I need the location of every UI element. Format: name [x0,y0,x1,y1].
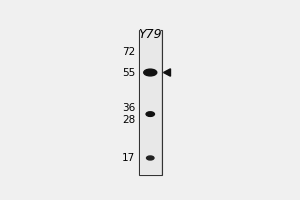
Ellipse shape [144,69,157,76]
Bar [140,30,161,175]
Text: 55: 55 [122,68,135,78]
Text: 36: 36 [122,103,135,113]
Text: 28: 28 [122,115,135,125]
Text: 72: 72 [122,47,135,57]
Text: 17: 17 [122,153,135,163]
Ellipse shape [146,156,154,160]
Text: Y79: Y79 [138,28,162,41]
Polygon shape [164,69,170,76]
Bar [139,30,162,175]
Ellipse shape [146,112,154,116]
